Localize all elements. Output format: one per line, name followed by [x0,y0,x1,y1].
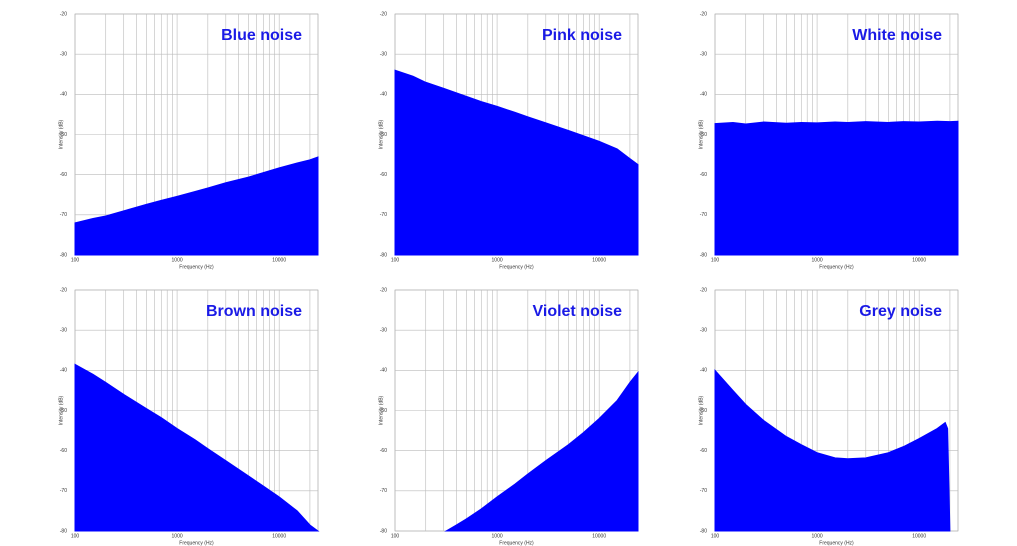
y-tick-label: -30 [380,327,387,333]
y-tick-label: -80 [380,252,387,258]
y-tick-label: -20 [60,11,67,17]
y-tick-label: -20 [700,11,707,17]
y-tick-label: -40 [700,92,707,98]
y-tick-label: -80 [60,252,67,258]
y-tick-label: -70 [60,488,67,494]
x-tick-label: 100 [391,257,400,263]
noise-area [444,370,639,532]
x-tick-label: 1000 [812,257,823,263]
x-tick-label: 1000 [172,257,183,263]
noise-area [714,120,959,256]
y-tick-label: -60 [380,448,387,454]
x-tick-label: 10000 [272,257,286,263]
noise-area [394,69,639,256]
chart-title: Brown noise [206,303,302,320]
y-tick-label: -30 [60,51,67,57]
x-tick-label: 1000 [172,533,183,539]
y-tick-label: -50 [380,408,387,414]
y-tick-label: -30 [700,51,707,57]
x-axis-label: Frequency (Hz) [819,264,854,270]
y-tick-label: -20 [60,287,67,293]
x-tick-label: 100 [71,533,80,539]
x-tick-label: 10000 [592,257,606,263]
y-tick-label: -80 [700,528,707,534]
x-tick-label: 100 [711,257,720,263]
x-tick-label: 1000 [492,257,503,263]
chart-title: Pink noise [542,27,622,44]
chart-title: Grey noise [859,303,942,320]
chart-title: White noise [852,27,942,44]
y-tick-label: -40 [60,92,67,98]
noise-area [74,363,320,532]
y-tick-label: -60 [380,172,387,178]
x-tick-label: 10000 [592,533,606,539]
noise-area [714,369,951,532]
y-tick-label: -50 [700,132,707,138]
y-tick-label: -60 [60,172,67,178]
chart-title: Blue noise [221,27,302,44]
x-axis-label: Frequency (Hz) [499,540,534,546]
x-axis-label: Frequency (Hz) [179,540,214,546]
x-tick-label: 100 [71,257,80,263]
chart-title: Violet noise [532,303,622,320]
y-axis-label: Intensity (dB) [58,119,64,149]
y-tick-label: -80 [700,252,707,258]
y-tick-label: -70 [380,212,387,218]
x-axis-label: Frequency (Hz) [499,264,534,270]
x-axis-label: Frequency (Hz) [819,540,854,546]
y-tick-label: -30 [60,327,67,333]
y-axis-label: Intensity (dB) [58,395,64,425]
y-tick-label: -70 [700,212,707,218]
y-tick-label: -60 [700,448,707,454]
y-tick-label: -40 [60,368,67,374]
y-tick-label: -60 [700,172,707,178]
y-tick-label: -20 [380,287,387,293]
y-axis-label: Intensity (dB) [378,119,384,149]
y-tick-label: -40 [700,368,707,374]
y-tick-label: -50 [700,408,707,414]
noise-area [74,156,319,256]
x-tick-label: 10000 [912,257,926,263]
y-tick-label: -40 [380,92,387,98]
x-tick-label: 100 [391,533,400,539]
y-tick-label: -80 [60,528,67,534]
y-axis-label: Intensity (dB) [698,395,704,425]
y-tick-label: -50 [380,132,387,138]
y-tick-label: -40 [380,368,387,374]
x-axis-label: Frequency (Hz) [179,264,214,270]
y-tick-label: -70 [700,488,707,494]
y-axis-label: Intensity (dB) [378,395,384,425]
y-axis-label: Intensity (dB) [698,119,704,149]
y-tick-label: -80 [380,528,387,534]
y-tick-label: -50 [60,408,67,414]
x-tick-label: 10000 [272,533,286,539]
x-tick-label: 1000 [812,533,823,539]
x-tick-label: 1000 [492,533,503,539]
y-tick-label: -30 [380,51,387,57]
y-tick-label: -20 [380,11,387,17]
y-tick-label: -50 [60,132,67,138]
y-tick-label: -70 [60,212,67,218]
x-tick-label: 100 [711,533,720,539]
y-tick-label: -20 [700,287,707,293]
x-tick-label: 10000 [912,533,926,539]
y-tick-label: -30 [700,327,707,333]
y-tick-label: -60 [60,448,67,454]
y-tick-label: -70 [380,488,387,494]
